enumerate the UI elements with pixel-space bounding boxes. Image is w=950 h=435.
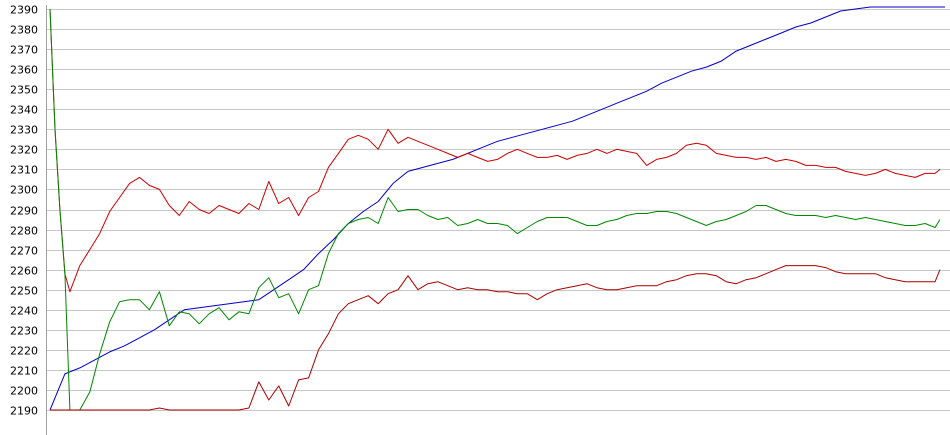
series-line-2 xyxy=(49,8,941,293)
y-tick-label: 2300 xyxy=(10,184,38,197)
y-tick-label: 2240 xyxy=(10,305,38,318)
y-tick-label: 2220 xyxy=(10,345,38,358)
series-layer xyxy=(49,6,945,411)
y-tick-label: 2360 xyxy=(10,64,38,77)
y-tick-label: 2230 xyxy=(10,325,38,338)
y-tick-label: 2390 xyxy=(10,4,38,17)
y-tick-label: 2210 xyxy=(10,365,38,378)
y-tick-label: 2280 xyxy=(10,225,38,238)
y-tick-label: 2330 xyxy=(10,124,38,137)
y-tick-label: 2380 xyxy=(10,24,38,37)
y-tick-label: 2200 xyxy=(10,385,38,398)
y-tick-label: 2370 xyxy=(10,44,38,57)
series-line-4 xyxy=(50,265,941,411)
series-line-3 xyxy=(49,8,941,411)
y-tick-label: 2350 xyxy=(10,84,38,97)
grid-layer xyxy=(46,9,950,411)
y-tick-labels: 2190 2200 2210 2220 2230 2240 2250 2260 2270 2280… xyxy=(10,4,38,418)
y-tick-label: 2340 xyxy=(10,104,38,117)
y-tick-label: 2310 xyxy=(10,164,38,177)
y-tick-label: 2320 xyxy=(10,144,38,157)
y-tick-label: 2290 xyxy=(10,205,38,218)
y-tick-label: 2260 xyxy=(10,265,38,278)
y-tick-label: 2190 xyxy=(10,405,38,418)
series-line-1 xyxy=(49,6,945,411)
y-tick-label: 2250 xyxy=(10,285,38,298)
y-tick-label: 2270 xyxy=(10,245,38,258)
